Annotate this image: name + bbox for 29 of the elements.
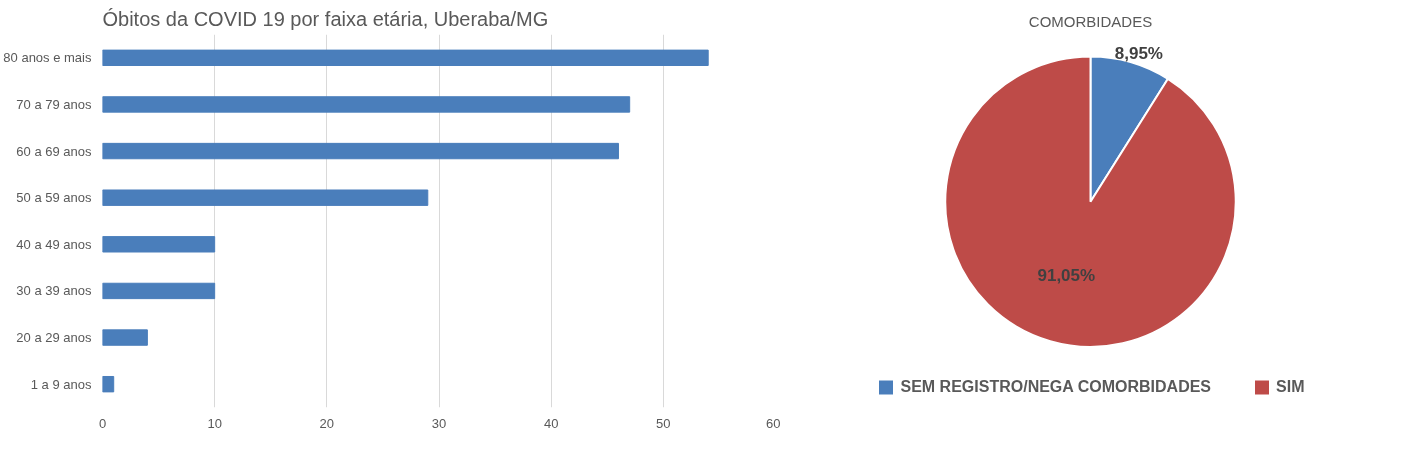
bar [102,375,115,393]
y-tick-label: 60 a 69 anos [16,143,92,159]
bar [102,96,631,113]
data-label: 8,95% [1114,43,1163,63]
bar [102,189,429,206]
y-tick-label: 50 a 59 anos [16,190,92,206]
bar [102,282,216,300]
legend-label: SEM REGISTRO/NEGA COMORBIDADES [900,378,1212,396]
x-tick-label: 10 [207,415,222,431]
y-tick-label: 30 a 39 anos [16,283,92,299]
legend-label: SIM [1276,378,1305,396]
data-label: 91,05% [1037,266,1096,286]
x-tick-label: 0 [98,415,107,431]
y-tick-label: 1 a 9 anos [30,376,92,392]
y-tick-label: 40 a 49 anos [16,236,92,252]
y-tick-label: 80 anos e mais [3,50,92,66]
x-tick-label: 40 [543,415,559,431]
x-tick-label: 50 [656,415,671,431]
bar [102,329,148,346]
chart-title: COMORBIDADES [1028,12,1153,30]
y-tick-label: 20 a 29 anos [16,330,92,346]
x-tick-label: 60 [766,415,781,431]
bar [102,49,709,67]
x-tick-label: 20 [319,415,335,431]
x-tick-label: 30 [431,415,447,431]
bar [102,142,619,160]
bar [102,236,216,253]
chart-title: Óbitos da COVID 19 por faixa etária, Uberaba/MG [102,7,549,30]
y-tick-label: 70 a 79 anos [16,96,92,112]
